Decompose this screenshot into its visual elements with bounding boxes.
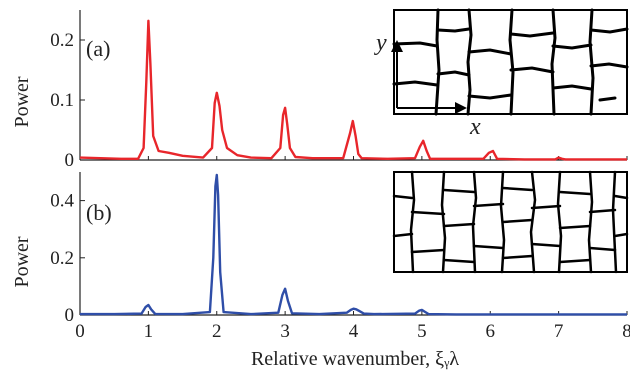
panel-b-xtick-label: 2 (212, 321, 222, 342)
panel-b-xtick-label: 7 (554, 321, 564, 342)
panel-b-inset-image (392, 170, 629, 274)
panel-b-xtick-label: 1 (144, 321, 154, 342)
panel-b-xtick-label: 3 (280, 321, 290, 342)
panel-b-xtick-label: 5 (417, 321, 427, 342)
x-axis-title: Relative wavenumber, ξᵧλ (251, 348, 459, 370)
panel-b-series (80, 173, 627, 316)
panel-b-ytick-label: 0.4 (50, 191, 74, 212)
panel-b-ytick-label: 0.2 (50, 248, 74, 269)
panel-b-xtick-label: 6 (486, 321, 496, 342)
panel-a-ytick-label: 0 (65, 150, 75, 171)
panel-b-xtick-label: 8 (622, 321, 630, 342)
panel-a-ylabel: Power (11, 76, 33, 127)
panel-b-ytick-label: 0 (65, 305, 75, 326)
panel-a-inset-image: y x (374, 8, 629, 140)
panel-b-label: (b) (86, 200, 112, 225)
panel-b-ylabel: Power (11, 236, 33, 287)
panel-b-xtick-label: 0 (75, 321, 85, 342)
inset-x-label: x (469, 114, 481, 140)
panel-a-label: (a) (86, 36, 110, 61)
panel-b: 0 0.2 0.4 0 1 2 3 4 5 6 7 8 (b) Power Relative wave… (11, 172, 630, 370)
panel-b-series-line (80, 173, 627, 316)
panel-a-series-line (79, 19, 627, 161)
panel-a-ytick-label: 0.2 (50, 30, 74, 51)
panel-a-series (79, 19, 627, 161)
inset-y-label: y (374, 30, 387, 56)
panel-a-ytick-label: 0.1 (50, 90, 74, 111)
panel-b-xtick-label: 4 (349, 321, 359, 342)
panel-a: 0 0.1 0.2 (a) Power (11, 10, 628, 171)
